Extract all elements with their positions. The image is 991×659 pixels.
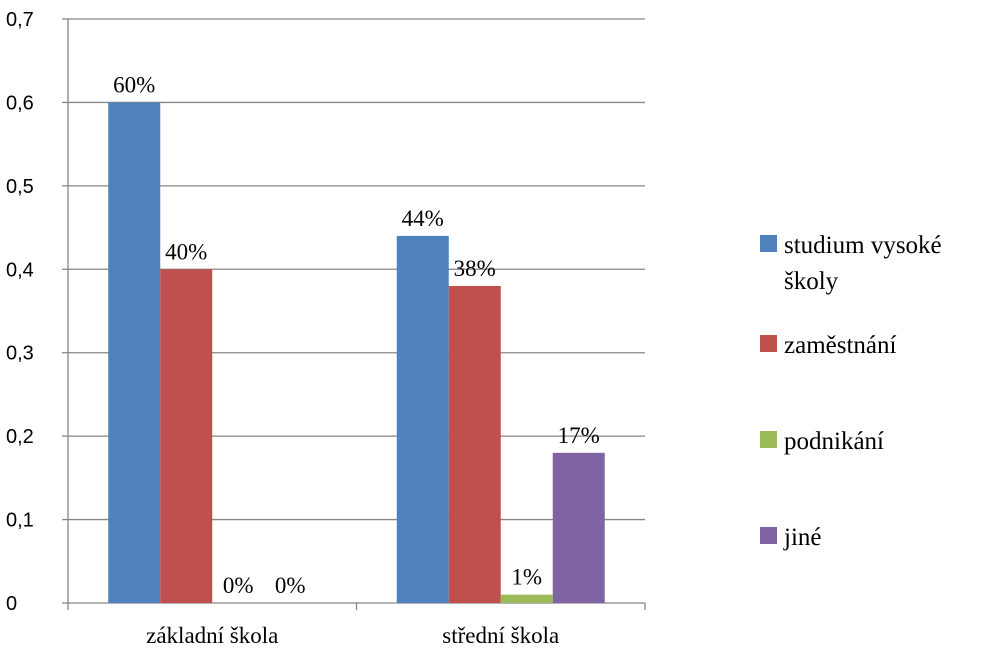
y-tick-label: 0,4 xyxy=(6,259,34,281)
data-label: 40% xyxy=(165,239,207,264)
legend-label: jiné xyxy=(783,524,822,551)
y-tick-label: 0,5 xyxy=(6,176,34,198)
x-category-label: střední škola xyxy=(442,623,559,648)
bar xyxy=(396,235,449,603)
legend-label: podnikání xyxy=(784,428,884,455)
legend-label: školy xyxy=(784,268,839,295)
legend-swatch xyxy=(760,235,777,252)
legend-swatch xyxy=(760,335,777,352)
y-tick-label: 0,1 xyxy=(6,510,34,532)
y-tick-label: 0,7 xyxy=(6,9,34,31)
legend-swatch xyxy=(760,431,777,448)
bar xyxy=(108,102,161,603)
legend-swatch xyxy=(760,527,777,544)
bar xyxy=(500,594,553,603)
bar xyxy=(552,452,605,603)
legend-label: studium vysoké xyxy=(784,232,942,259)
bar xyxy=(160,269,213,603)
data-label: 0% xyxy=(275,573,306,598)
y-tick-label: 0,6 xyxy=(6,92,34,114)
data-label: 60% xyxy=(113,72,155,97)
data-label: 38% xyxy=(454,256,496,281)
x-category-label: základní škola xyxy=(146,623,278,648)
legend-label: zaměstnání xyxy=(784,332,897,359)
y-tick-label: 0,3 xyxy=(6,343,34,365)
data-label: 0% xyxy=(223,573,254,598)
data-label: 44% xyxy=(402,206,444,231)
data-label: 17% xyxy=(558,423,600,448)
data-label: 1% xyxy=(511,565,542,590)
y-tick-label: 0 xyxy=(6,593,17,615)
bar xyxy=(448,285,501,603)
y-tick-label: 0,2 xyxy=(6,426,34,448)
